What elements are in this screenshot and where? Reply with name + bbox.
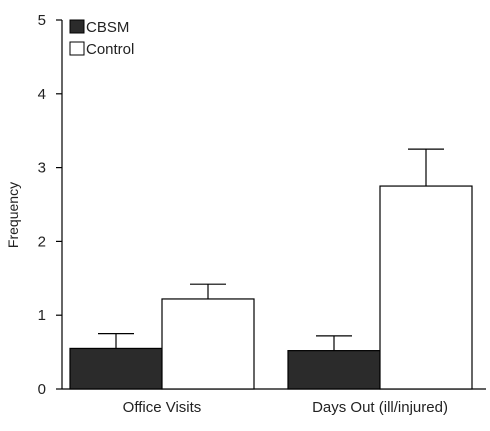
y-tick-label-3: 3 (38, 160, 46, 177)
legend-swatch-cbsm (69, 19, 85, 34)
legend-swatch-control (69, 41, 85, 56)
y-tick-label-5: 5 (38, 12, 46, 29)
bar-control-0 (161, 298, 255, 390)
bars (69, 185, 473, 390)
y-axis-ticks: 0 1 2 3 4 5 (38, 12, 62, 398)
bar-cbsm-0 (69, 347, 163, 390)
y-tick-label-1: 1 (38, 307, 46, 324)
legend-label-control: Control (86, 41, 134, 58)
bar-cbsm-1 (287, 350, 381, 390)
category-label-1: Days Out (ill/injured) (312, 399, 448, 416)
y-axis-title: Frequency (5, 182, 21, 248)
category-labels: Office Visits Days Out (ill/injured) (123, 399, 448, 416)
error-bars (98, 148, 444, 351)
y-tick-label-2: 2 (38, 233, 46, 250)
y-tick-label-4: 4 (38, 86, 46, 103)
bar-control-1 (379, 185, 473, 390)
y-tick-label-0: 0 (38, 381, 46, 398)
legend-label-cbsm: CBSM (86, 19, 129, 36)
category-label-0: Office Visits (123, 399, 202, 416)
legend: CBSM Control (69, 19, 134, 58)
